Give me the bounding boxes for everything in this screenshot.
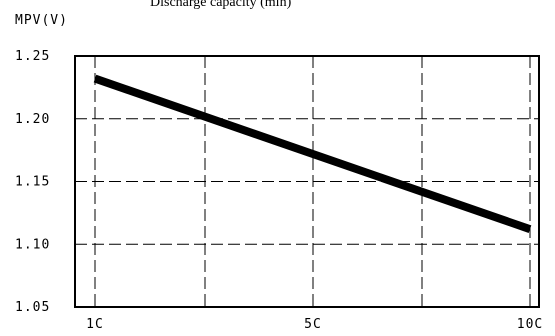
y-tick-label: 1.15 bbox=[15, 175, 50, 190]
y-tick-label: 1.10 bbox=[15, 237, 50, 252]
y-tick-label: 1.25 bbox=[15, 49, 50, 64]
grid-lines bbox=[75, 56, 539, 307]
y-axis-label: MPV(V) bbox=[15, 13, 68, 28]
y-tick-label: 1.05 bbox=[15, 300, 50, 315]
x-tick-label: 1C bbox=[86, 317, 104, 332]
x-tick-label: 5C bbox=[304, 317, 322, 332]
tick-labels: 1.25 1.20 1.15 1.10 1.05 1C 5C 10C bbox=[15, 49, 543, 332]
x-tick-label: 10C bbox=[517, 317, 543, 332]
series-line-1 bbox=[93, 74, 532, 233]
y-tick-label: 1.20 bbox=[15, 112, 50, 127]
chart-title: Discharge capacity (min) bbox=[150, 0, 292, 10]
series-layer bbox=[93, 74, 532, 233]
